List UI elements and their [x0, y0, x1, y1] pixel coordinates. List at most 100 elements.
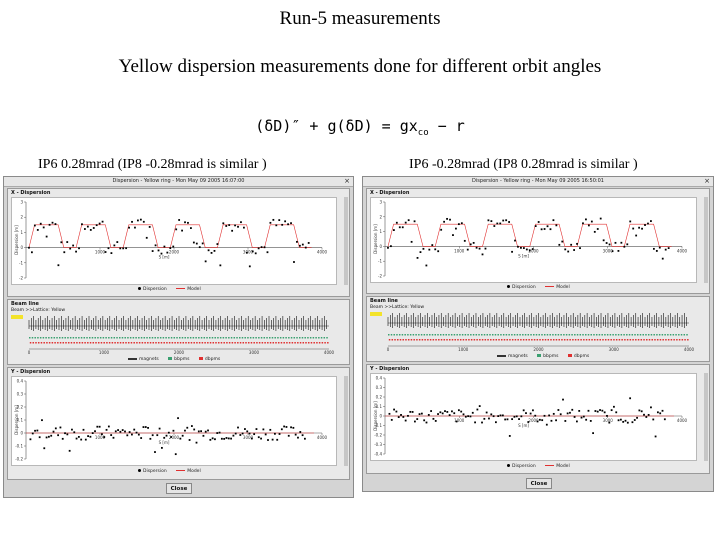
x-panel-scrollbar[interactable] [704, 197, 708, 283]
beam-selector[interactable]: Beam >> [11, 308, 33, 313]
close-button[interactable]: Close [526, 478, 552, 489]
data-point [59, 426, 62, 429]
dbpm-mark [473, 339, 476, 341]
data-point [493, 225, 496, 227]
dbpm-mark [621, 339, 623, 341]
data-point [245, 251, 248, 254]
dbpm-mark [457, 339, 459, 341]
beam-selector[interactable]: Beam >> [370, 305, 392, 310]
bbpm-mark [475, 334, 478, 336]
data-point [508, 221, 511, 223]
dbpm-mark [479, 339, 481, 341]
bbpm-mark [78, 337, 80, 339]
data-point [626, 421, 629, 424]
dbpm-mark [310, 342, 313, 344]
bbpm-mark [80, 337, 83, 339]
bbpm-mark [61, 337, 64, 339]
data-point [64, 432, 66, 435]
bbpm-mark [527, 334, 530, 336]
data-point [452, 234, 454, 236]
y-tick-label: -0.3 [374, 442, 382, 447]
dbpm-mark [591, 339, 593, 341]
y-tick-label: -0.1 [374, 423, 382, 428]
x-dispersion-chart: -2 -1 0 1 2 3 1000 2000 3000 4000 S [m] Dispersion … [14, 200, 328, 281]
bbpm-mark [388, 334, 390, 336]
bbpm-icon [537, 354, 542, 357]
data-point [181, 229, 183, 232]
bbpm-mark [478, 334, 480, 336]
window-titlebar[interactable]: Dispersion - Yellow ring - Mon May 09 20… [4, 177, 353, 187]
data-point [488, 417, 490, 420]
x-tick-label: 1000 [454, 418, 465, 423]
data-point [537, 221, 540, 223]
dbpm-mark [487, 339, 489, 341]
data-point [499, 222, 502, 225]
data-point [464, 415, 467, 418]
y-tick-label: 0.1 [17, 418, 24, 423]
y-panel-scrollbar[interactable] [344, 376, 348, 466]
bbpm-mark [445, 334, 447, 336]
y-tick-label: 3 [379, 200, 382, 205]
bbpm-mark [604, 334, 606, 336]
bbpm-mark [459, 334, 461, 336]
dbpm-mark [681, 339, 684, 341]
data-point [303, 437, 306, 440]
data-point [204, 260, 207, 263]
dbpm-mark [687, 339, 689, 341]
dbpm-mark [569, 339, 571, 341]
x-tick-label: 1000 [95, 435, 106, 440]
data-point [522, 409, 525, 412]
data-point [33, 224, 36, 227]
data-point [622, 420, 625, 423]
bbpm-mark [524, 334, 527, 336]
dbpm-mark [174, 342, 176, 344]
bbpm-mark [184, 337, 186, 339]
data-point [200, 430, 203, 433]
dispersion-window-left: Dispersion - Yellow ring - Mon May 09 20… [3, 176, 354, 498]
data-dot-icon [138, 287, 141, 290]
data-point [441, 412, 444, 415]
data-point [517, 245, 519, 248]
dbpm-mark [185, 342, 187, 344]
bbpm-mark [456, 334, 458, 336]
bbpm-mark [661, 334, 664, 336]
data-point [548, 414, 551, 417]
close-button[interactable]: Close [166, 483, 192, 494]
dbpm-mark [640, 339, 643, 341]
bbpm-mark [110, 337, 113, 339]
x-panel-scrollbar[interactable] [344, 197, 348, 285]
data-point [140, 437, 143, 439]
data-point [490, 220, 493, 223]
dbpm-mark [291, 342, 294, 344]
dbpm-mark [247, 342, 250, 344]
bbpm-mark [282, 337, 285, 339]
bbpm-icon [168, 357, 173, 360]
dbpm-mark [506, 339, 508, 341]
data-point [38, 436, 41, 439]
data-point [54, 223, 57, 225]
dbpm-mark [269, 342, 272, 344]
data-point [620, 241, 623, 244]
y-panel-scrollbar[interactable] [704, 373, 708, 461]
window-close-icon[interactable]: × [344, 177, 350, 185]
data-point [388, 412, 391, 415]
window-close-icon[interactable]: × [704, 177, 710, 185]
data-point [231, 229, 234, 232]
window-titlebar[interactable]: Dispersion - Yellow ring - Mon May 09 20… [363, 177, 713, 187]
data-point [402, 416, 405, 418]
data-point [29, 438, 32, 441]
dbpm-mark [37, 342, 40, 344]
data-point [89, 435, 92, 438]
bbpm-mark [67, 337, 69, 339]
data-point [98, 425, 101, 428]
dbpm-icon [198, 357, 203, 360]
data-point [190, 425, 193, 427]
model-line-icon [176, 470, 186, 471]
data-point [278, 219, 281, 222]
dbpm-mark [226, 342, 228, 344]
bbpm-mark [241, 337, 244, 339]
bbpm-mark [277, 337, 279, 339]
data-point [251, 250, 254, 253]
data-point [137, 433, 140, 436]
beam-line-plot: 0 1000 2000 3000 4000 [25, 315, 337, 354]
